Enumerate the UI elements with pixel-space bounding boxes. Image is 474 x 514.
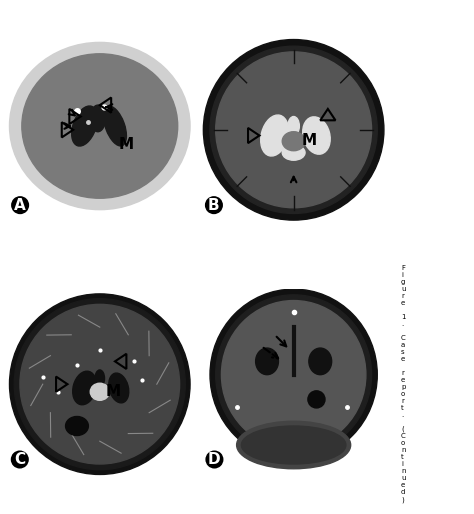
Ellipse shape (9, 42, 190, 210)
Ellipse shape (309, 348, 332, 375)
Ellipse shape (282, 145, 305, 160)
Ellipse shape (255, 348, 278, 375)
Ellipse shape (103, 106, 127, 146)
Ellipse shape (210, 289, 377, 460)
Ellipse shape (65, 416, 88, 435)
Ellipse shape (9, 294, 190, 474)
Ellipse shape (90, 383, 109, 400)
Ellipse shape (241, 426, 346, 464)
Ellipse shape (95, 370, 105, 387)
Ellipse shape (282, 132, 305, 151)
Ellipse shape (22, 54, 178, 198)
Text: B: B (208, 198, 220, 213)
Ellipse shape (216, 295, 372, 454)
Text: M: M (301, 133, 316, 148)
Ellipse shape (210, 46, 377, 213)
Ellipse shape (216, 52, 372, 208)
Text: C: C (14, 452, 26, 467)
Ellipse shape (203, 40, 384, 220)
Ellipse shape (261, 115, 289, 156)
Ellipse shape (237, 421, 351, 469)
Text: M: M (119, 137, 134, 152)
Ellipse shape (109, 373, 129, 403)
Ellipse shape (72, 106, 98, 146)
Ellipse shape (90, 105, 106, 132)
Text: D: D (208, 452, 221, 467)
Ellipse shape (288, 117, 300, 136)
Ellipse shape (14, 299, 185, 470)
Ellipse shape (221, 301, 366, 449)
Ellipse shape (303, 117, 330, 154)
Text: F
i
g
u
r
e
 
1
.
 
C
a
s
e
 
r
e
p
o
r
t
.
 
(
C
o
n
t
i
n
u
e
d
): F i g u r e 1 . C a s e r e p o r t . ( … (401, 265, 406, 503)
Text: A: A (14, 198, 26, 213)
Ellipse shape (308, 391, 325, 408)
Ellipse shape (20, 304, 180, 464)
Text: M: M (106, 383, 120, 398)
Ellipse shape (73, 371, 96, 405)
